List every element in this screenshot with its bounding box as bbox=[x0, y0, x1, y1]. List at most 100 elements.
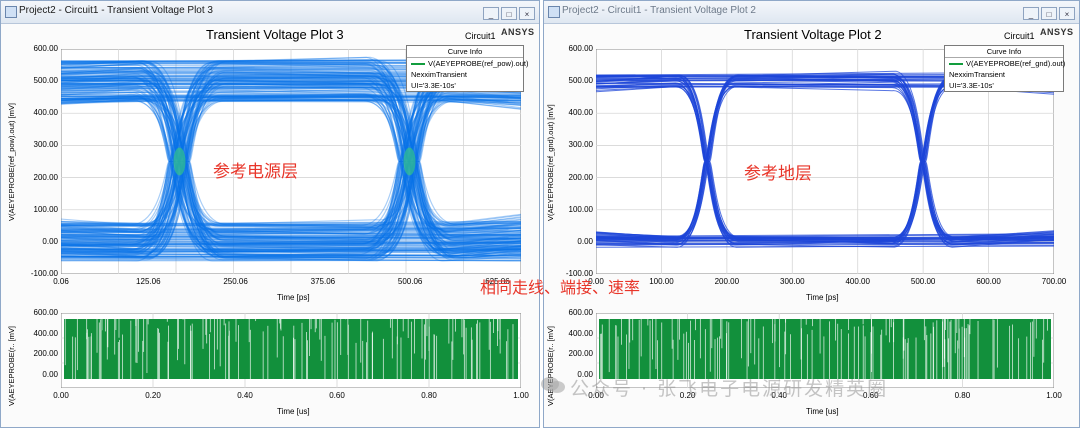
legend-solver: NexximTransient bbox=[949, 70, 1005, 79]
eye-trace bbox=[61, 96, 521, 100]
x-tick-label: 0.20 bbox=[145, 391, 161, 400]
legend-swatch bbox=[949, 63, 963, 66]
eye-trace bbox=[61, 237, 521, 242]
y-tick-label: 400.00 bbox=[568, 328, 593, 338]
eye-trace bbox=[61, 250, 521, 253]
eye-trace bbox=[61, 234, 521, 238]
y-tick-label: 300.00 bbox=[33, 140, 58, 150]
eye-trace bbox=[61, 235, 521, 239]
eye-trace bbox=[61, 61, 521, 239]
eye-trace bbox=[61, 97, 521, 242]
eye-trace bbox=[61, 85, 521, 226]
minimize-button[interactable]: _ bbox=[1023, 7, 1039, 20]
legend-series: V(AEYEPROBE(ref_gnd).out) bbox=[966, 59, 1066, 68]
eye-trace bbox=[61, 222, 521, 227]
eye-trace bbox=[61, 62, 521, 255]
x-tick-label: 625.06 bbox=[485, 277, 510, 286]
eye-trace bbox=[61, 68, 521, 252]
curve-info-legend[interactable]: Curve Info V(AEYEPROBE(ref_gnd).out) Nex… bbox=[944, 45, 1066, 92]
eye-trace bbox=[61, 249, 521, 252]
same-routing-annotation: 相同走线、端接、速率 bbox=[480, 278, 641, 297]
eye-trace bbox=[61, 72, 521, 254]
plot-title: Transient Voltage Plot 3 bbox=[206, 27, 344, 42]
window-icon bbox=[5, 6, 17, 18]
eye-trace bbox=[61, 93, 521, 251]
eye-trace bbox=[61, 76, 521, 227]
legend-ui: UI='3.3E-10s' bbox=[411, 81, 456, 90]
eye-trace bbox=[61, 64, 521, 244]
eye-trace bbox=[61, 63, 521, 244]
right-title-bar[interactable]: Project2 - Circuit1 - Transient Voltage … bbox=[544, 1, 1079, 24]
y-tick-label: 200.00 bbox=[568, 349, 593, 359]
eye-trace bbox=[61, 71, 521, 238]
eye-trace bbox=[61, 56, 521, 262]
eye-trace bbox=[61, 82, 521, 241]
curve-info-legend[interactable]: Curve Info V(AEYEPROBE(ref_pow).out) Nex… bbox=[406, 45, 528, 92]
y-tick-label: 400.00 bbox=[33, 328, 58, 338]
eye-trace bbox=[61, 224, 521, 228]
eye-trace bbox=[61, 95, 521, 99]
eye-trace bbox=[61, 100, 521, 103]
eye-trace bbox=[61, 220, 521, 225]
eye-trace bbox=[61, 91, 521, 234]
eye-trace bbox=[61, 94, 521, 256]
eye-trace bbox=[61, 83, 521, 240]
eye-trace bbox=[61, 85, 521, 227]
window-icon bbox=[548, 6, 560, 18]
y-tick-label: 600.00 bbox=[568, 308, 593, 317]
eye-trace bbox=[596, 86, 1054, 246]
eye-trace bbox=[61, 96, 521, 100]
eye-trace bbox=[61, 96, 521, 257]
eye-trace bbox=[61, 88, 521, 246]
eye-trace bbox=[61, 228, 521, 233]
eye-trace bbox=[61, 254, 521, 258]
legend-swatch bbox=[411, 63, 425, 66]
x-tick-label: 0.60 bbox=[329, 391, 345, 400]
maximize-button[interactable]: □ bbox=[1041, 7, 1057, 20]
left-plot-window[interactable]: Project2 - Circuit1 - Transient Voltage … bbox=[0, 0, 540, 428]
eye-trace bbox=[61, 86, 521, 250]
eye-trace bbox=[61, 94, 521, 232]
eye-trace bbox=[61, 97, 521, 243]
eye-trace bbox=[61, 76, 521, 245]
maximize-button[interactable]: □ bbox=[501, 7, 517, 20]
eye-trace bbox=[61, 93, 521, 256]
eye-trace bbox=[61, 249, 521, 254]
x-tick-label: 0.00 bbox=[53, 391, 69, 400]
eye-trace bbox=[596, 74, 1054, 240]
eye-trace bbox=[61, 71, 521, 250]
eye-trace bbox=[61, 100, 521, 254]
eye-trace bbox=[61, 60, 521, 258]
x-tick-label: 300.00 bbox=[780, 277, 805, 286]
eye-trace bbox=[61, 257, 521, 262]
close-button[interactable]: × bbox=[1059, 7, 1075, 20]
y-tick-label: 400.00 bbox=[568, 108, 593, 118]
eye-trace bbox=[61, 222, 521, 227]
right-plot-window[interactable]: Project2 - Circuit1 - Transient Voltage … bbox=[543, 0, 1080, 428]
eye-trace bbox=[61, 77, 521, 259]
eye-trace bbox=[61, 257, 521, 262]
eye-trace bbox=[61, 79, 521, 226]
bit-x-axis-label: Time [us] bbox=[277, 407, 310, 416]
x-tick-label: 0.20 bbox=[679, 391, 696, 400]
x-tick-label: 0.06 bbox=[53, 277, 69, 286]
y-tick-label: 500.00 bbox=[33, 76, 58, 86]
eye-trace bbox=[61, 98, 521, 102]
eye-trace bbox=[61, 95, 521, 236]
x-tick-label: 400.00 bbox=[845, 277, 870, 286]
eye-trace bbox=[61, 227, 521, 232]
x-tick-label: 375.06 bbox=[310, 277, 336, 286]
minimize-button[interactable]: _ bbox=[483, 7, 499, 20]
y-tick-label: -100.00 bbox=[30, 269, 58, 278]
eye-trace bbox=[61, 93, 521, 98]
eye-trace bbox=[61, 88, 521, 230]
left-title-bar[interactable]: Project2 - Circuit1 - Transient Voltage … bbox=[1, 1, 539, 24]
eye-trace bbox=[61, 94, 521, 255]
eye-trace bbox=[61, 224, 521, 227]
eye-trace bbox=[61, 61, 521, 233]
eye-trace bbox=[61, 56, 521, 227]
eye-trace bbox=[61, 234, 521, 238]
close-button[interactable]: × bbox=[519, 7, 535, 20]
eye-trace bbox=[61, 75, 521, 241]
eye-trace bbox=[61, 67, 521, 233]
